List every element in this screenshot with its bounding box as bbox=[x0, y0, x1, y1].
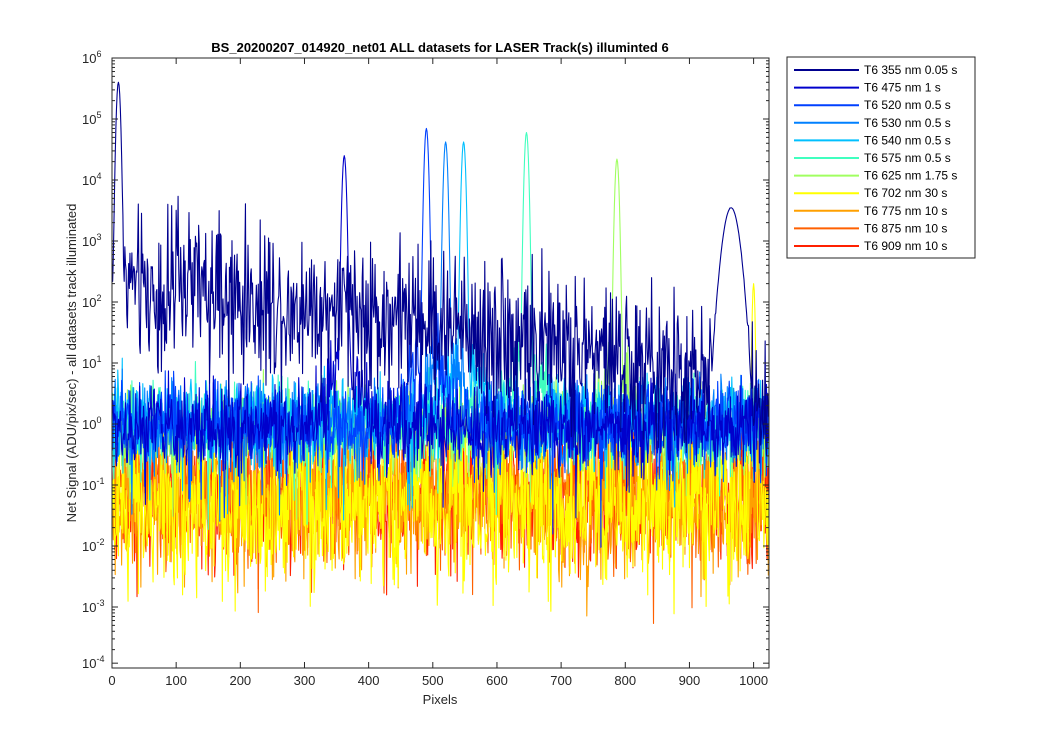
x-tick-label: 100 bbox=[165, 673, 187, 688]
x-tick-label: 800 bbox=[614, 673, 636, 688]
x-tick-label: 0 bbox=[108, 673, 115, 688]
x-tick-label: 400 bbox=[358, 673, 380, 688]
x-tick-label: 600 bbox=[486, 673, 508, 688]
y-tick-label: 101 bbox=[82, 354, 101, 371]
x-tick-label: 300 bbox=[294, 673, 316, 688]
x-axis-ticks: 0 100 200 300 400 500 600 700 800 900 1000 bbox=[108, 58, 768, 688]
series-line-t6-355-nm-0-05-s bbox=[112, 81, 769, 456]
series-line-t6-702-nm-30-s bbox=[112, 283, 769, 615]
legend-label: T6 530 nm 0.5 s bbox=[864, 116, 951, 130]
legend-label: T6 475 nm 1 s bbox=[864, 81, 941, 95]
y-axis-ticks: 10-4 10-3 10-2 10-1 100 101 102 103 104 105 106 bbox=[82, 49, 769, 671]
legend-label: T6 875 nm 10 s bbox=[864, 221, 947, 235]
x-tick-label: 700 bbox=[550, 673, 572, 688]
y-tick-label: 10-1 bbox=[82, 476, 104, 493]
chart-title: BS_20200207_014920_net01 ALL datasets fo… bbox=[211, 40, 668, 55]
y-axis-label: Net Signal (ADU/pix/sec) - all datasets … bbox=[64, 204, 79, 523]
x-tick-label: 1000 bbox=[739, 673, 768, 688]
legend-label: T6 520 nm 0.5 s bbox=[864, 98, 951, 112]
y-tick-label: 104 bbox=[82, 171, 101, 188]
legend-label: T6 775 nm 10 s bbox=[864, 204, 947, 218]
legend-label: T6 909 nm 10 s bbox=[864, 239, 947, 253]
y-tick-label: 102 bbox=[82, 293, 101, 310]
x-tick-label: 200 bbox=[229, 673, 251, 688]
legend-label: T6 625 nm 1.75 s bbox=[864, 169, 957, 183]
series-layer bbox=[112, 81, 769, 625]
x-axis-label: Pixels bbox=[423, 692, 458, 707]
legend: T6 355 nm 0.05 s T6 475 nm 1 s T6 520 nm 0… bbox=[786, 56, 976, 259]
legend-label: T6 575 nm 0.5 s bbox=[864, 151, 951, 165]
y-tick-label: 106 bbox=[82, 49, 101, 66]
x-tick-label: 900 bbox=[679, 673, 701, 688]
y-tick-label: 10-2 bbox=[82, 537, 104, 554]
legend-label: T6 702 nm 30 s bbox=[864, 186, 947, 200]
legend-label: T6 355 nm 0.05 s bbox=[864, 63, 957, 77]
y-tick-label: 10-3 bbox=[82, 598, 104, 615]
legend-label: T6 540 nm 0.5 s bbox=[864, 133, 951, 147]
y-tick-label: 100 bbox=[82, 415, 101, 432]
y-tick-label: 103 bbox=[82, 232, 101, 249]
y-tick-label: 105 bbox=[82, 110, 101, 127]
x-tick-label: 500 bbox=[422, 673, 444, 688]
y-tick-label: 10-4 bbox=[82, 654, 104, 671]
